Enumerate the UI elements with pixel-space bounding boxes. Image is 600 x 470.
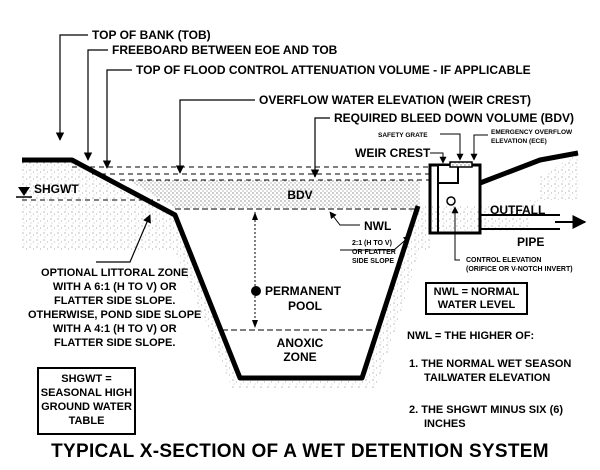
slope-label-1: 2:1 (H TO V) <box>352 240 392 247</box>
flood-control-leader <box>102 69 132 169</box>
weir-elevation-label: OVERFLOW WATER ELEVATION (WEIR CREST) <box>259 93 531 107</box>
freeboard-label: FREEBOARD BETWEEN EOE AND TOB <box>112 43 338 57</box>
diagram-title: TYPICAL X-SECTION OF A WET DETENTION SYS… <box>51 441 549 462</box>
outfall-label: OUTFALL <box>490 203 545 217</box>
nwl-option-1-line: 1. THE NORMAL WET SEASON <box>409 358 572 370</box>
control-leader <box>451 206 460 261</box>
permanent-pool-label-1: PERMANENT <box>265 284 342 298</box>
pond-outline <box>22 157 421 381</box>
permanent-pool-dot <box>251 286 261 296</box>
eoe-label-2: ELEVATION (ECE) <box>491 138 547 145</box>
littoral-zone-note: OPTIONAL LITTORAL ZONE WITH A 6:1 (H TO … <box>28 266 201 350</box>
shgwt-box-line: GROUND WATER <box>41 401 132 413</box>
weir-crest-leader <box>430 152 447 164</box>
nwl-option-1-line: TAILWATER ELEVATION <box>424 372 551 384</box>
flood-control-label: TOP OF FLOOD CONTROL ATTENUATION VOLUME … <box>136 63 531 77</box>
anoxic-label-2: ZONE <box>283 350 316 364</box>
anoxic-label-1: ANOXIC <box>277 336 324 350</box>
nwl-option-2-line: 2. THE SHGWT MINUS SIX (6) <box>409 404 564 416</box>
shgwt-definition-box: SHGWT = SEASONAL HIGH GROUND WATER TABLE <box>37 367 136 435</box>
dim-arrow-top <box>252 212 258 220</box>
bdv-volume-label: REQUIRED BLEED DOWN VOLUME (BDV) <box>334 111 574 125</box>
shgwt-box-line: TABLE <box>68 415 105 427</box>
littoral-leader <box>96 214 151 263</box>
bdv-leader <box>310 117 330 178</box>
tob-label: TOP OF BANK (TOB) <box>92 28 211 42</box>
control-label-2: (ORIFICE OR V-NOTCH INVERT) <box>466 266 573 273</box>
slope-label-2: OR FLATTER <box>352 249 396 256</box>
weir-crest-label: WEIR CREST <box>355 146 431 160</box>
nwl-option-2-line: INCHES <box>424 418 466 430</box>
dim-arrow-bottom <box>252 320 258 328</box>
slope-label-3: SIDE SLOPE <box>352 258 394 265</box>
shgwt-label: SHGWT <box>34 182 79 196</box>
littoral-line: OPTIONAL LITTORAL ZONE <box>41 267 189 279</box>
shgwt-box-line: SEASONAL HIGH <box>40 387 133 399</box>
nwl-option-2: 2. THE SHGWT MINUS SIX (6) INCHES <box>409 403 563 431</box>
nwl-leader <box>329 211 360 226</box>
freeboard-leader <box>83 49 108 161</box>
shgwt-box-line: SHGWT = <box>61 373 112 385</box>
nwl-higher-heading: NWL = THE HIGHER OF: <box>407 330 535 342</box>
littoral-line: WITH A 6:1 (H TO V) OR <box>52 281 177 293</box>
nwl-definition-box: NWL = NORMAL WATER LEVEL <box>425 282 528 315</box>
bdv-label: BDV <box>287 188 312 202</box>
control-label-1: CONTROL ELEVATION <box>466 257 541 264</box>
pipe-label: PIPE <box>517 235 544 249</box>
eoe-leader <box>470 134 488 161</box>
littoral-line: FLATTER SIDE SLOPE. <box>53 295 176 307</box>
safety-grate-label: SAFETY GRATE <box>378 132 428 139</box>
eoe-label-1: EMERGENCY OVERFLOW <box>491 129 573 136</box>
bdv-band <box>128 180 420 212</box>
slope-leader <box>340 235 411 251</box>
littoral-line: OTHERWISE, POND SIDE SLOPE <box>28 309 202 321</box>
nwl-label: NWL <box>364 219 391 233</box>
littoral-line: FLATTER SIDE SLOPE. <box>53 337 176 349</box>
right-bank <box>479 150 579 186</box>
orifice-icon <box>446 196 456 206</box>
tob-leader <box>55 34 88 141</box>
nwl-box-line: NWL = NORMAL <box>433 286 520 298</box>
shgwt-triangle-icon <box>18 187 30 196</box>
nwl-option-1: 1. THE NORMAL WET SEASON TAILWATER ELEVA… <box>409 357 571 385</box>
safety-grate-icon <box>449 161 473 168</box>
safety-grate-leader <box>440 133 464 161</box>
weir-leader <box>175 99 255 174</box>
weir-notch <box>437 164 459 184</box>
nwl-box-line: WATER LEVEL <box>437 299 516 311</box>
permanent-pool-label-2: POOL <box>288 299 322 313</box>
littoral-line: WITH A 4:1 (H TO V) OR <box>52 323 177 335</box>
